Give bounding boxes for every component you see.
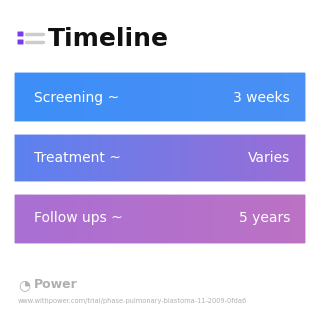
- Text: 5 years: 5 years: [239, 211, 290, 225]
- Text: Treatment ~: Treatment ~: [34, 151, 121, 165]
- Text: 3 weeks: 3 weeks: [233, 91, 290, 105]
- FancyBboxPatch shape: [18, 31, 23, 37]
- FancyBboxPatch shape: [18, 40, 23, 44]
- Text: Power: Power: [34, 279, 78, 291]
- Text: Varies: Varies: [248, 151, 290, 165]
- Text: www.withpower.com/trial/phase-pulmonary-blastoma-11-2009-0fda6: www.withpower.com/trial/phase-pulmonary-…: [18, 298, 247, 304]
- Text: ◔: ◔: [18, 278, 30, 292]
- Text: Screening ~: Screening ~: [34, 91, 119, 105]
- Text: Follow ups ~: Follow ups ~: [34, 211, 123, 225]
- Text: Timeline: Timeline: [48, 27, 169, 51]
